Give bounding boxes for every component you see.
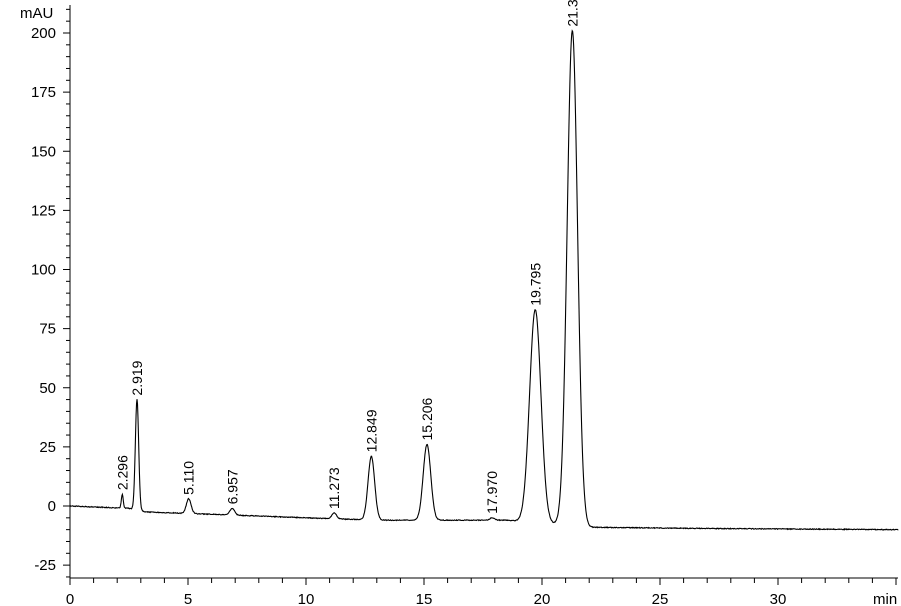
y-tick-label: 200 (31, 25, 56, 42)
y-tick-label: 150 (31, 143, 56, 160)
peak-label: 19.795 (527, 263, 543, 306)
chromatogram-trace (69, 29, 899, 531)
y-tick-label: 175 (31, 84, 56, 101)
y-tick-label: 100 (31, 262, 56, 279)
x-tick-label: 5 (184, 591, 192, 606)
y-tick-label: 50 (39, 380, 56, 397)
y-tick-label: 0 (48, 498, 56, 515)
y-tick-label: 125 (31, 202, 56, 219)
peak-label: 2.296 (114, 455, 130, 490)
y-tick-label: 25 (39, 439, 56, 456)
y-axis-label: mAU (20, 5, 53, 22)
x-tick-label: 30 (770, 591, 787, 606)
x-tick-label: 20 (534, 591, 551, 606)
peak-labels: 2.296 2.919 5.110 6.957 11.273 12.849 15.206 17… (114, 0, 580, 514)
peak-label: 17.970 (484, 471, 500, 514)
x-tick-label: 15 (416, 591, 433, 606)
peak-label: 12.849 (363, 409, 379, 452)
x-tick-label: 0 (66, 591, 74, 606)
peak-label: 6.957 (224, 469, 240, 504)
x-tick-label: 25 (652, 591, 669, 606)
peak-label: 11.273 (326, 467, 342, 509)
peak-label: 2.919 (129, 360, 145, 395)
x-axis-label: min (873, 591, 897, 606)
y-tick-label: 75 (39, 321, 56, 338)
x-tick-label: 10 (298, 591, 315, 606)
y-tick-label: -25 (34, 557, 56, 574)
y-axis-ticks: -25 0 25 50 75 100 125 150 175 200 (31, 8, 70, 578)
peak-label: 21.366 (564, 0, 580, 27)
x-axis-ticks: 0 5 10 15 20 25 30 (66, 578, 897, 606)
peak-label: 15.206 (419, 397, 435, 440)
peak-label: 5.110 (181, 461, 197, 495)
